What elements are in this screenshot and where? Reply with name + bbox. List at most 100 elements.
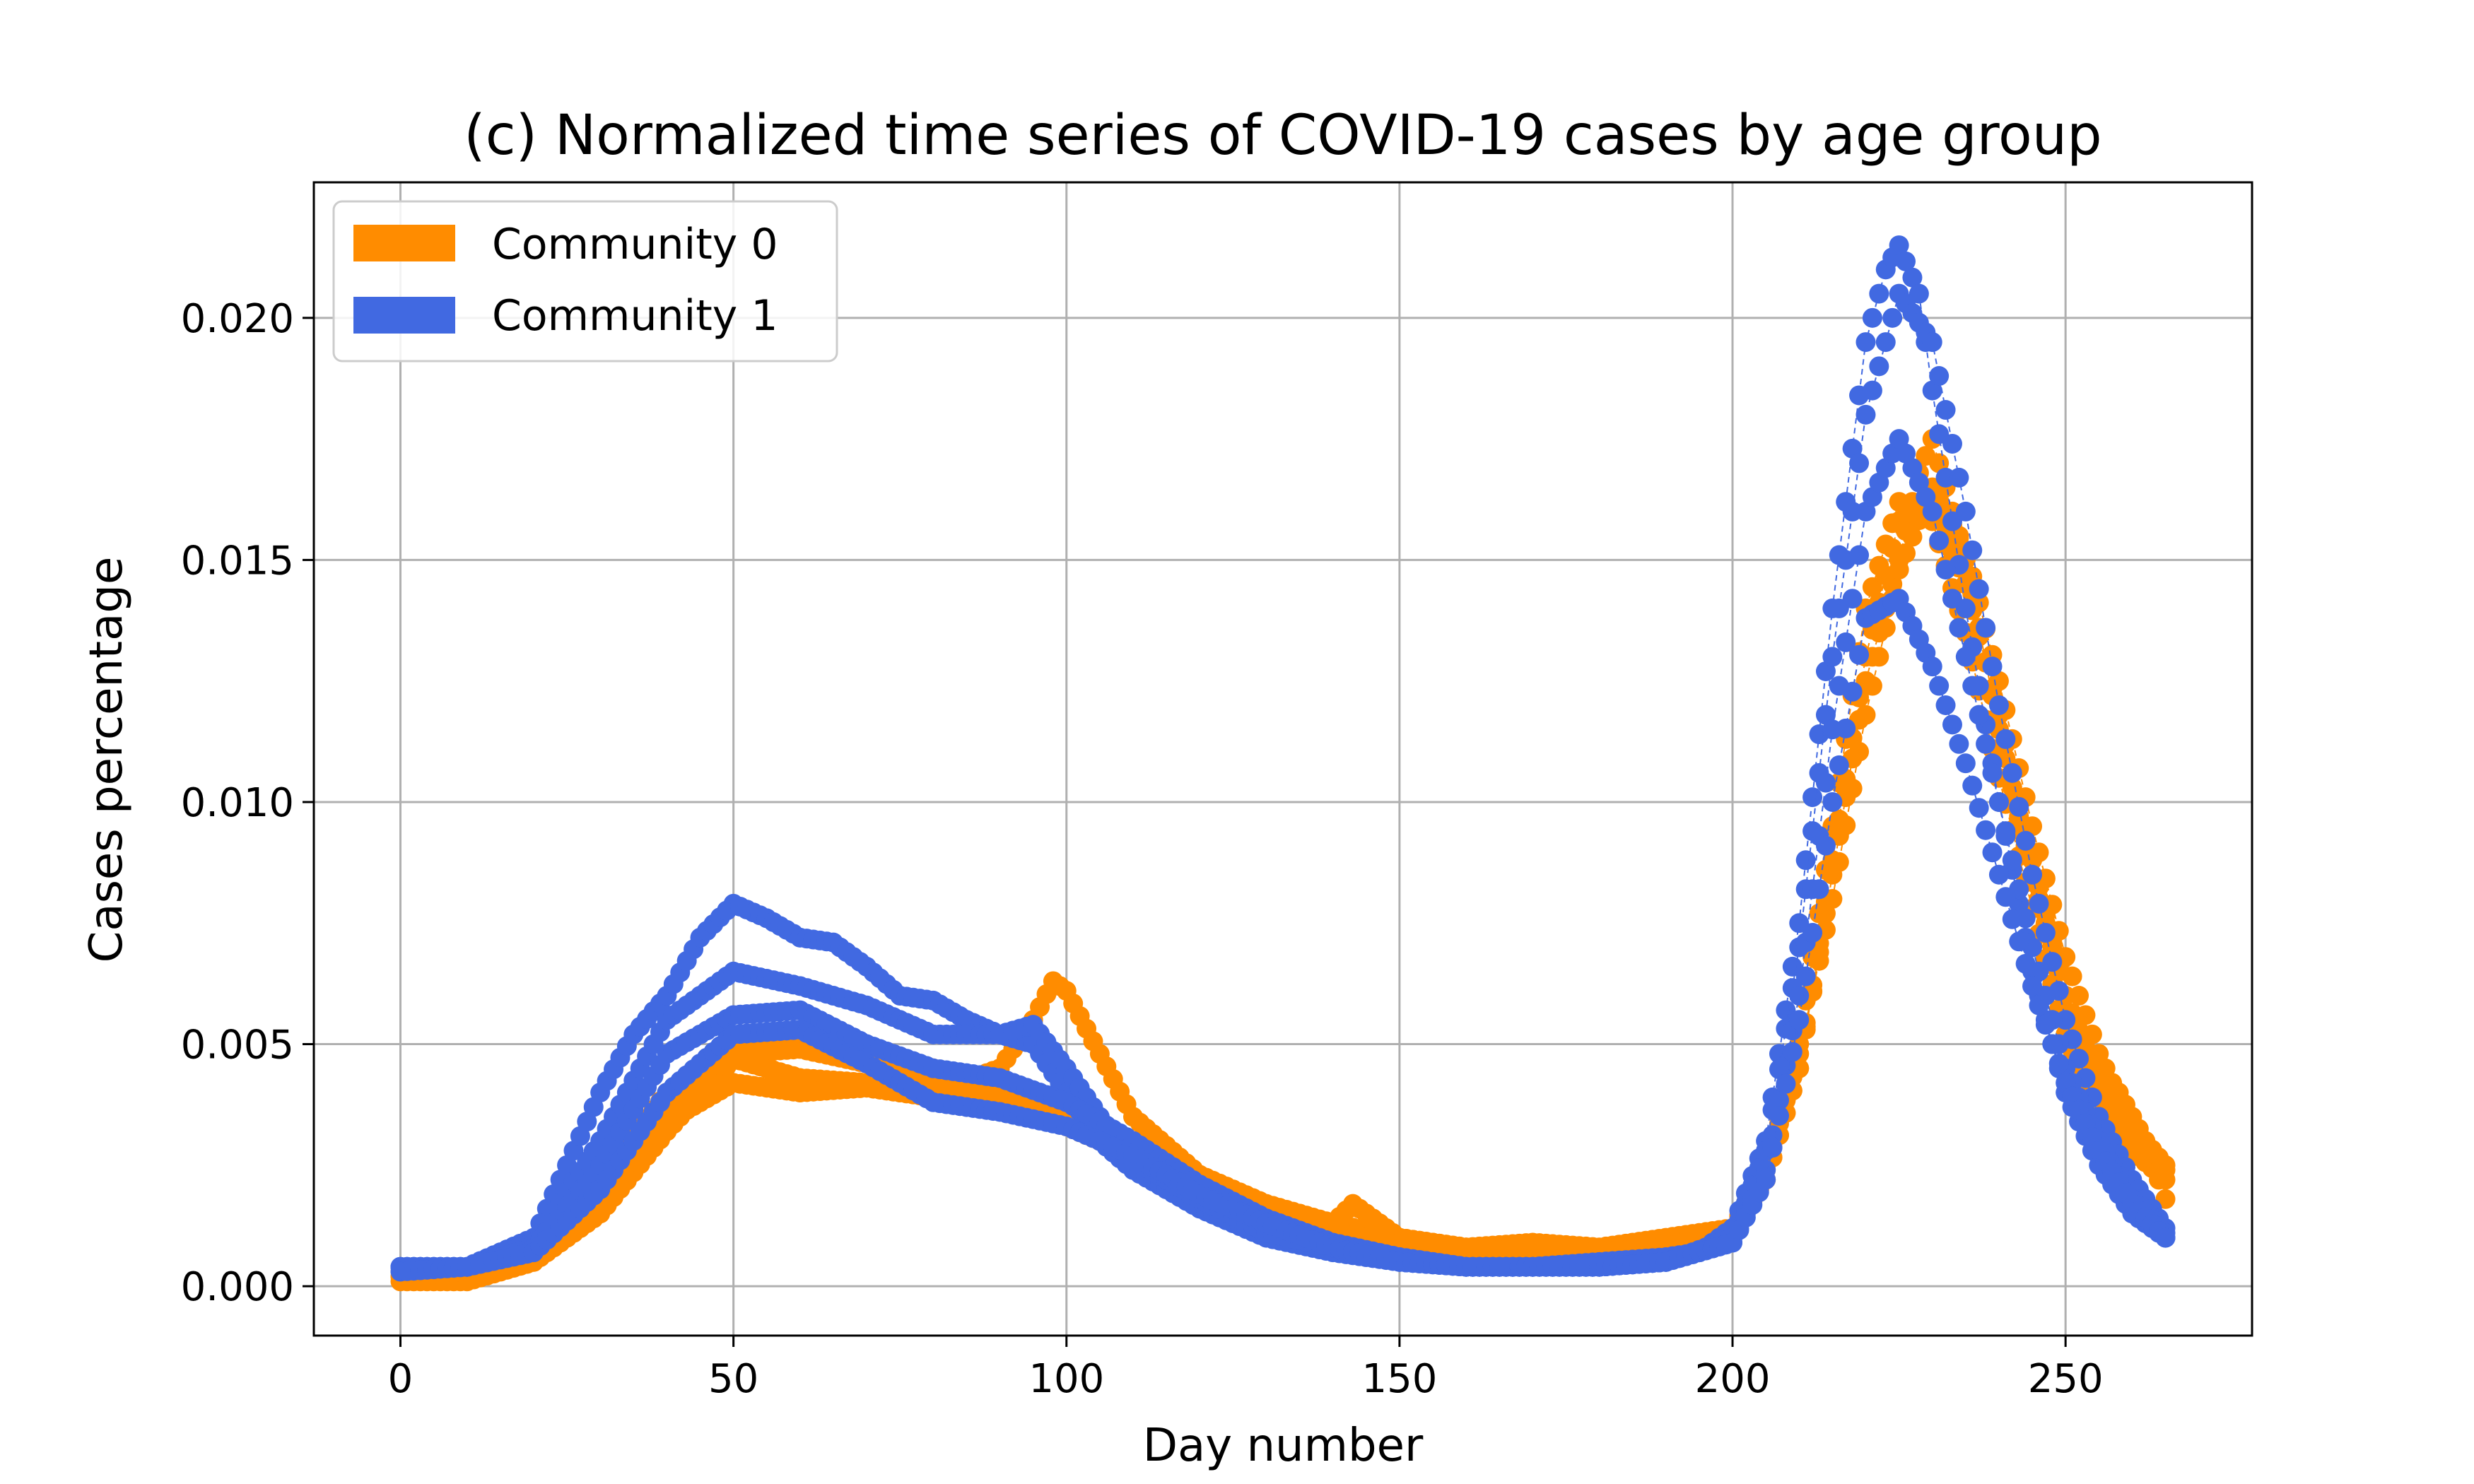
data-point — [1976, 618, 1996, 638]
data-point — [1976, 820, 1996, 840]
data-point — [1849, 741, 1870, 762]
data-point — [1862, 577, 1882, 597]
data-point — [1815, 772, 1836, 793]
data-point — [1969, 798, 1989, 818]
data-point — [1836, 718, 1856, 738]
x-tick-label: 50 — [708, 1356, 758, 1402]
data-point — [1849, 545, 1870, 565]
data-point — [2009, 796, 2029, 817]
data-point — [1995, 887, 2016, 907]
data-point — [1955, 647, 1976, 667]
y-tick-label: 0.015 — [181, 538, 294, 584]
data-point — [1842, 589, 1863, 609]
data-point — [2155, 1227, 2176, 1248]
series-line — [400, 597, 2167, 1273]
data-point — [1969, 705, 1989, 725]
x-tick-label: 100 — [1028, 1356, 1104, 1402]
data-point — [1762, 1138, 1783, 1158]
data-point — [1789, 986, 1810, 1006]
data-point — [1869, 647, 1889, 667]
data-point — [2029, 995, 2049, 1015]
data-point — [1889, 560, 1909, 580]
data-point — [1869, 283, 1889, 304]
data-point — [2155, 1155, 2176, 1175]
data-point — [1849, 644, 1870, 665]
data-point — [1842, 778, 1863, 799]
data-point — [1856, 705, 1876, 725]
data-point — [1929, 531, 1950, 551]
legend-box — [332, 200, 838, 363]
data-point — [1988, 791, 2009, 812]
x-tick-label: 0 — [388, 1356, 414, 1402]
data-point — [1829, 755, 1849, 775]
x-tick-label: 250 — [2028, 1356, 2104, 1402]
data-point — [1769, 1105, 1789, 1126]
chart-title: (c) Normalized time series of COVID-19 c… — [464, 104, 2101, 167]
data-point — [1856, 404, 1876, 425]
x-tick-label: 200 — [1695, 1356, 1771, 1402]
data-point — [1949, 618, 1969, 638]
data-point — [1955, 753, 1976, 774]
data-point — [1869, 356, 1889, 377]
data-point — [1962, 676, 1983, 696]
data-point — [2062, 966, 2082, 987]
y-tick-label: 0.020 — [181, 296, 294, 342]
data-point — [1982, 656, 2003, 677]
data-point — [1935, 400, 1956, 420]
series-community-0 — [390, 429, 2176, 1292]
data-point — [2002, 909, 2022, 929]
data-point — [1889, 235, 1909, 256]
data-point — [1982, 762, 2003, 783]
data-point — [1962, 540, 1983, 560]
data-point — [1896, 251, 1916, 271]
data-point — [2022, 864, 2043, 885]
data-point — [2035, 1015, 2056, 1035]
data-point — [1875, 618, 1896, 638]
data-point — [1902, 267, 1923, 288]
data-point — [1935, 560, 1956, 580]
data-point — [1836, 815, 1856, 835]
y-tick-label: 0.010 — [181, 780, 294, 826]
data-point — [2029, 893, 2049, 914]
data-point — [1982, 842, 2003, 863]
data-point — [2082, 1024, 2102, 1044]
data-point — [1862, 676, 1882, 696]
data-point — [2042, 1034, 2063, 1054]
data-point — [2022, 976, 2043, 996]
data-point — [1829, 852, 1849, 872]
data-point — [1988, 695, 2009, 715]
data-point — [1969, 579, 1989, 599]
data-point — [2029, 842, 2049, 863]
data-point — [1815, 835, 1836, 856]
data-point — [1902, 526, 1923, 547]
plot-frame — [312, 181, 2253, 1337]
data-point — [1822, 791, 1843, 812]
data-point — [1822, 647, 1843, 667]
data-point — [2069, 986, 2089, 1006]
data-point — [2009, 931, 2029, 952]
legend-label-community-0: Community 0 — [492, 220, 778, 269]
data-point — [1795, 850, 1816, 871]
data-point — [1955, 501, 1976, 522]
y-axis-label: Cases percentage — [81, 557, 133, 963]
data-point — [1782, 1042, 1802, 1062]
data-point — [1988, 864, 2009, 885]
data-point — [2048, 1053, 2069, 1073]
data-point — [1809, 950, 1829, 971]
data-point — [1995, 729, 2016, 749]
axis-ticks: 0 50 100 150 200 250 0.000 0.005 0.010 0.015 0.020 — [181, 296, 2104, 1402]
legend: Community 0 Community 1 — [332, 200, 838, 363]
data-point — [2002, 850, 2022, 871]
data-point — [1882, 307, 1903, 328]
data-point — [1842, 681, 1863, 702]
data-point — [1849, 453, 1870, 473]
data-point — [1942, 433, 1962, 454]
data-point — [1756, 1170, 1776, 1190]
data-point — [1962, 775, 1983, 796]
data-point — [1942, 714, 1962, 735]
data-point — [1809, 879, 1829, 900]
data-point — [1836, 632, 1856, 652]
data-point — [1802, 922, 1823, 943]
data-point — [1922, 332, 1942, 353]
